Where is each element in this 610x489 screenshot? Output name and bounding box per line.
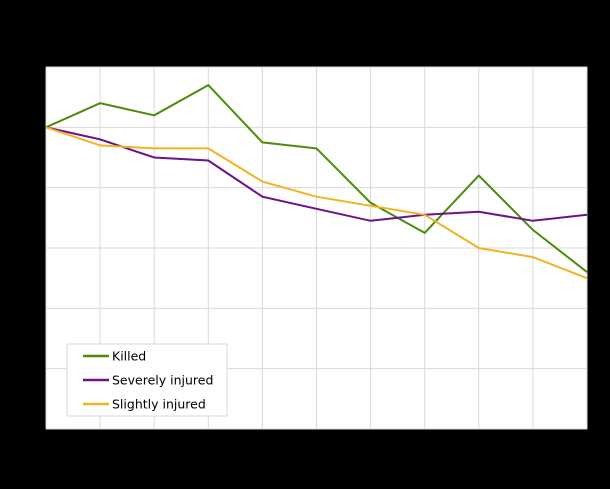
legend-item-slightly-injured: Slightly injured xyxy=(83,397,206,412)
series-lines xyxy=(45,83,588,280)
legend: Killed Severely injured Slightly injured xyxy=(66,343,228,417)
series-line-severely-injured xyxy=(45,126,588,222)
legend-item-severely-injured: Severely injured xyxy=(83,373,213,388)
legend-label-severely-injured: Severely injured xyxy=(112,373,213,388)
legend-item-killed: Killed xyxy=(83,349,146,364)
series-line-slightly-injured xyxy=(45,126,588,280)
series-line-killed xyxy=(45,83,588,273)
legend-label-slightly-injured: Slightly injured xyxy=(112,397,206,412)
legend-label-killed: Killed xyxy=(112,349,146,364)
gridlines xyxy=(45,66,588,430)
